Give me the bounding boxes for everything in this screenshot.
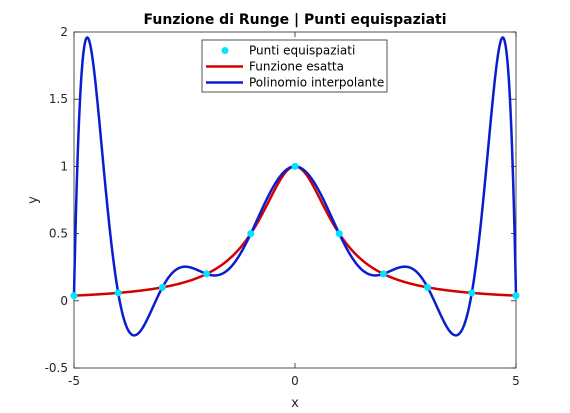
scatter-point	[71, 292, 78, 299]
legend: Punti equispaziati Funzione esatta Polin…	[202, 40, 387, 92]
scatter-point	[292, 163, 299, 170]
y-tick-label: 0.5	[49, 227, 68, 241]
scatter-point	[336, 230, 343, 237]
x-tick-label: 5	[512, 374, 520, 388]
x-tick-label: -5	[68, 374, 80, 388]
y-tick-label: 0	[60, 294, 68, 308]
legend-marker-punti	[222, 47, 229, 54]
scatter-point	[247, 230, 254, 237]
x-tick-label: 0	[291, 374, 299, 388]
scatter-point	[203, 270, 210, 277]
y-tick-label: 1.5	[49, 92, 68, 106]
legend-label-funzione: Funzione esatta	[249, 60, 344, 74]
scatter-point	[159, 284, 166, 291]
legend-label-punti: Punti equispaziati	[249, 44, 355, 58]
chart-title: Funzione di Runge | Punti equispaziati	[143, 12, 446, 28]
scatter-point	[380, 270, 387, 277]
y-tick-label: 2	[60, 25, 68, 39]
x-axis-label: x	[291, 396, 299, 411]
scatter-point	[513, 292, 520, 299]
scatter-point	[115, 289, 122, 296]
legend-label-polinomio: Polinomio interpolante	[249, 76, 384, 90]
y-axis-label: y	[26, 196, 41, 204]
scatter-point	[468, 289, 475, 296]
y-tick-label: 1	[60, 159, 68, 173]
y-tick-label: -0.5	[45, 361, 68, 375]
scatter-point	[424, 284, 431, 291]
